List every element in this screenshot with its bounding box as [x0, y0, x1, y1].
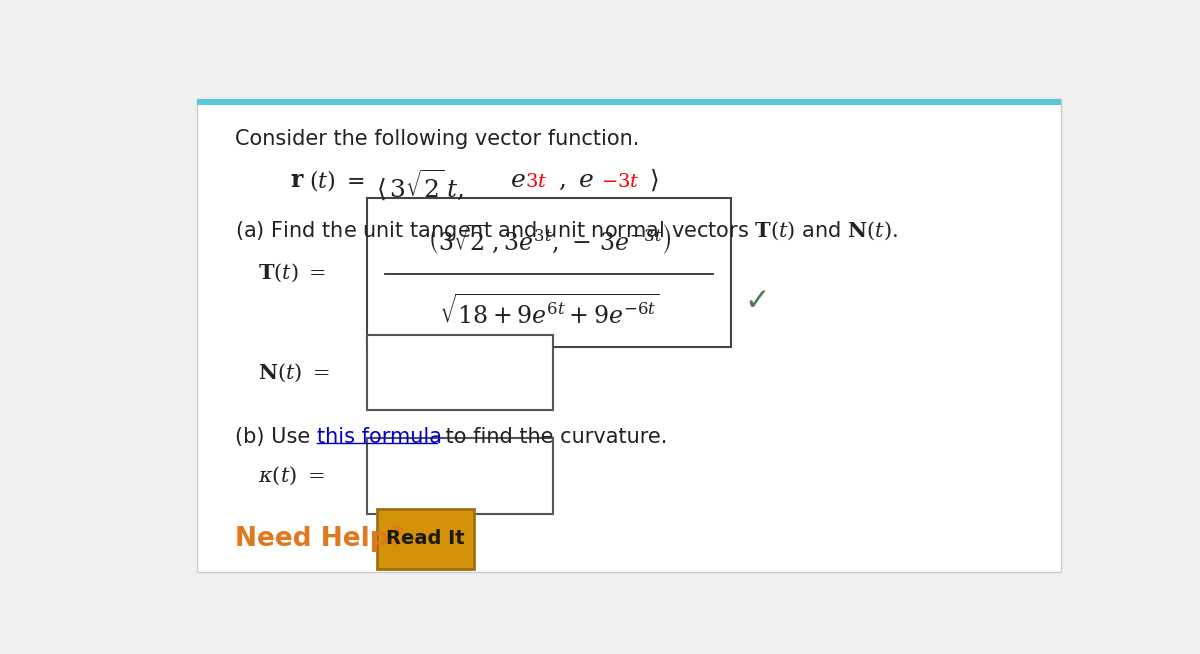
Text: Read It: Read It [386, 530, 464, 549]
Text: ✓: ✓ [744, 287, 770, 317]
Text: (a) Find the unit tangent and unit normal vectors $\mathbf{T}$$(t)$ and $\mathbf: (a) Find the unit tangent and unit norma… [235, 218, 899, 243]
FancyBboxPatch shape [377, 509, 474, 569]
Text: $,\ e$: $,\ e$ [558, 168, 594, 192]
Text: this formula: this formula [317, 426, 442, 447]
Text: $\sqrt{18+9e^{6t}+9e^{-6t}}$: $\sqrt{18+9e^{6t}+9e^{-6t}}$ [439, 294, 660, 328]
Text: $\langle\,3\sqrt{2}\,t,$: $\langle\,3\sqrt{2}\,t,$ [377, 168, 464, 203]
Text: to find the curvature.: to find the curvature. [439, 426, 667, 447]
Text: $\mathbf{T}(t)\ =$: $\mathbf{T}(t)\ =$ [258, 262, 326, 284]
Text: $\rangle$: $\rangle$ [649, 168, 659, 194]
FancyBboxPatch shape [367, 335, 553, 410]
Text: $-3t$: $-3t$ [601, 173, 640, 192]
Text: $e$: $e$ [510, 168, 526, 192]
FancyBboxPatch shape [197, 99, 1062, 572]
Text: $(t)\ =\ $: $(t)\ =\ $ [308, 168, 365, 193]
Text: $\mathbf{N}(t)\ =$: $\mathbf{N}(t)\ =$ [258, 362, 330, 384]
FancyBboxPatch shape [197, 99, 1062, 105]
Text: $\left(3\sqrt{2}\,,3e^{3t},\,-\,3e^{-3t}\right)$: $\left(3\sqrt{2}\,,3e^{3t},\,-\,3e^{-3t}… [427, 223, 671, 257]
Text: $3t$: $3t$ [526, 173, 547, 192]
FancyBboxPatch shape [367, 198, 731, 347]
Text: Consider the following vector function.: Consider the following vector function. [235, 129, 640, 149]
FancyBboxPatch shape [367, 438, 553, 513]
Text: $\kappa(t)\ =$: $\kappa(t)\ =$ [258, 464, 325, 487]
Text: Need Help?: Need Help? [235, 526, 404, 552]
Text: (b) Use: (b) Use [235, 426, 317, 447]
Text: $\mathbf{r}$: $\mathbf{r}$ [289, 168, 304, 192]
